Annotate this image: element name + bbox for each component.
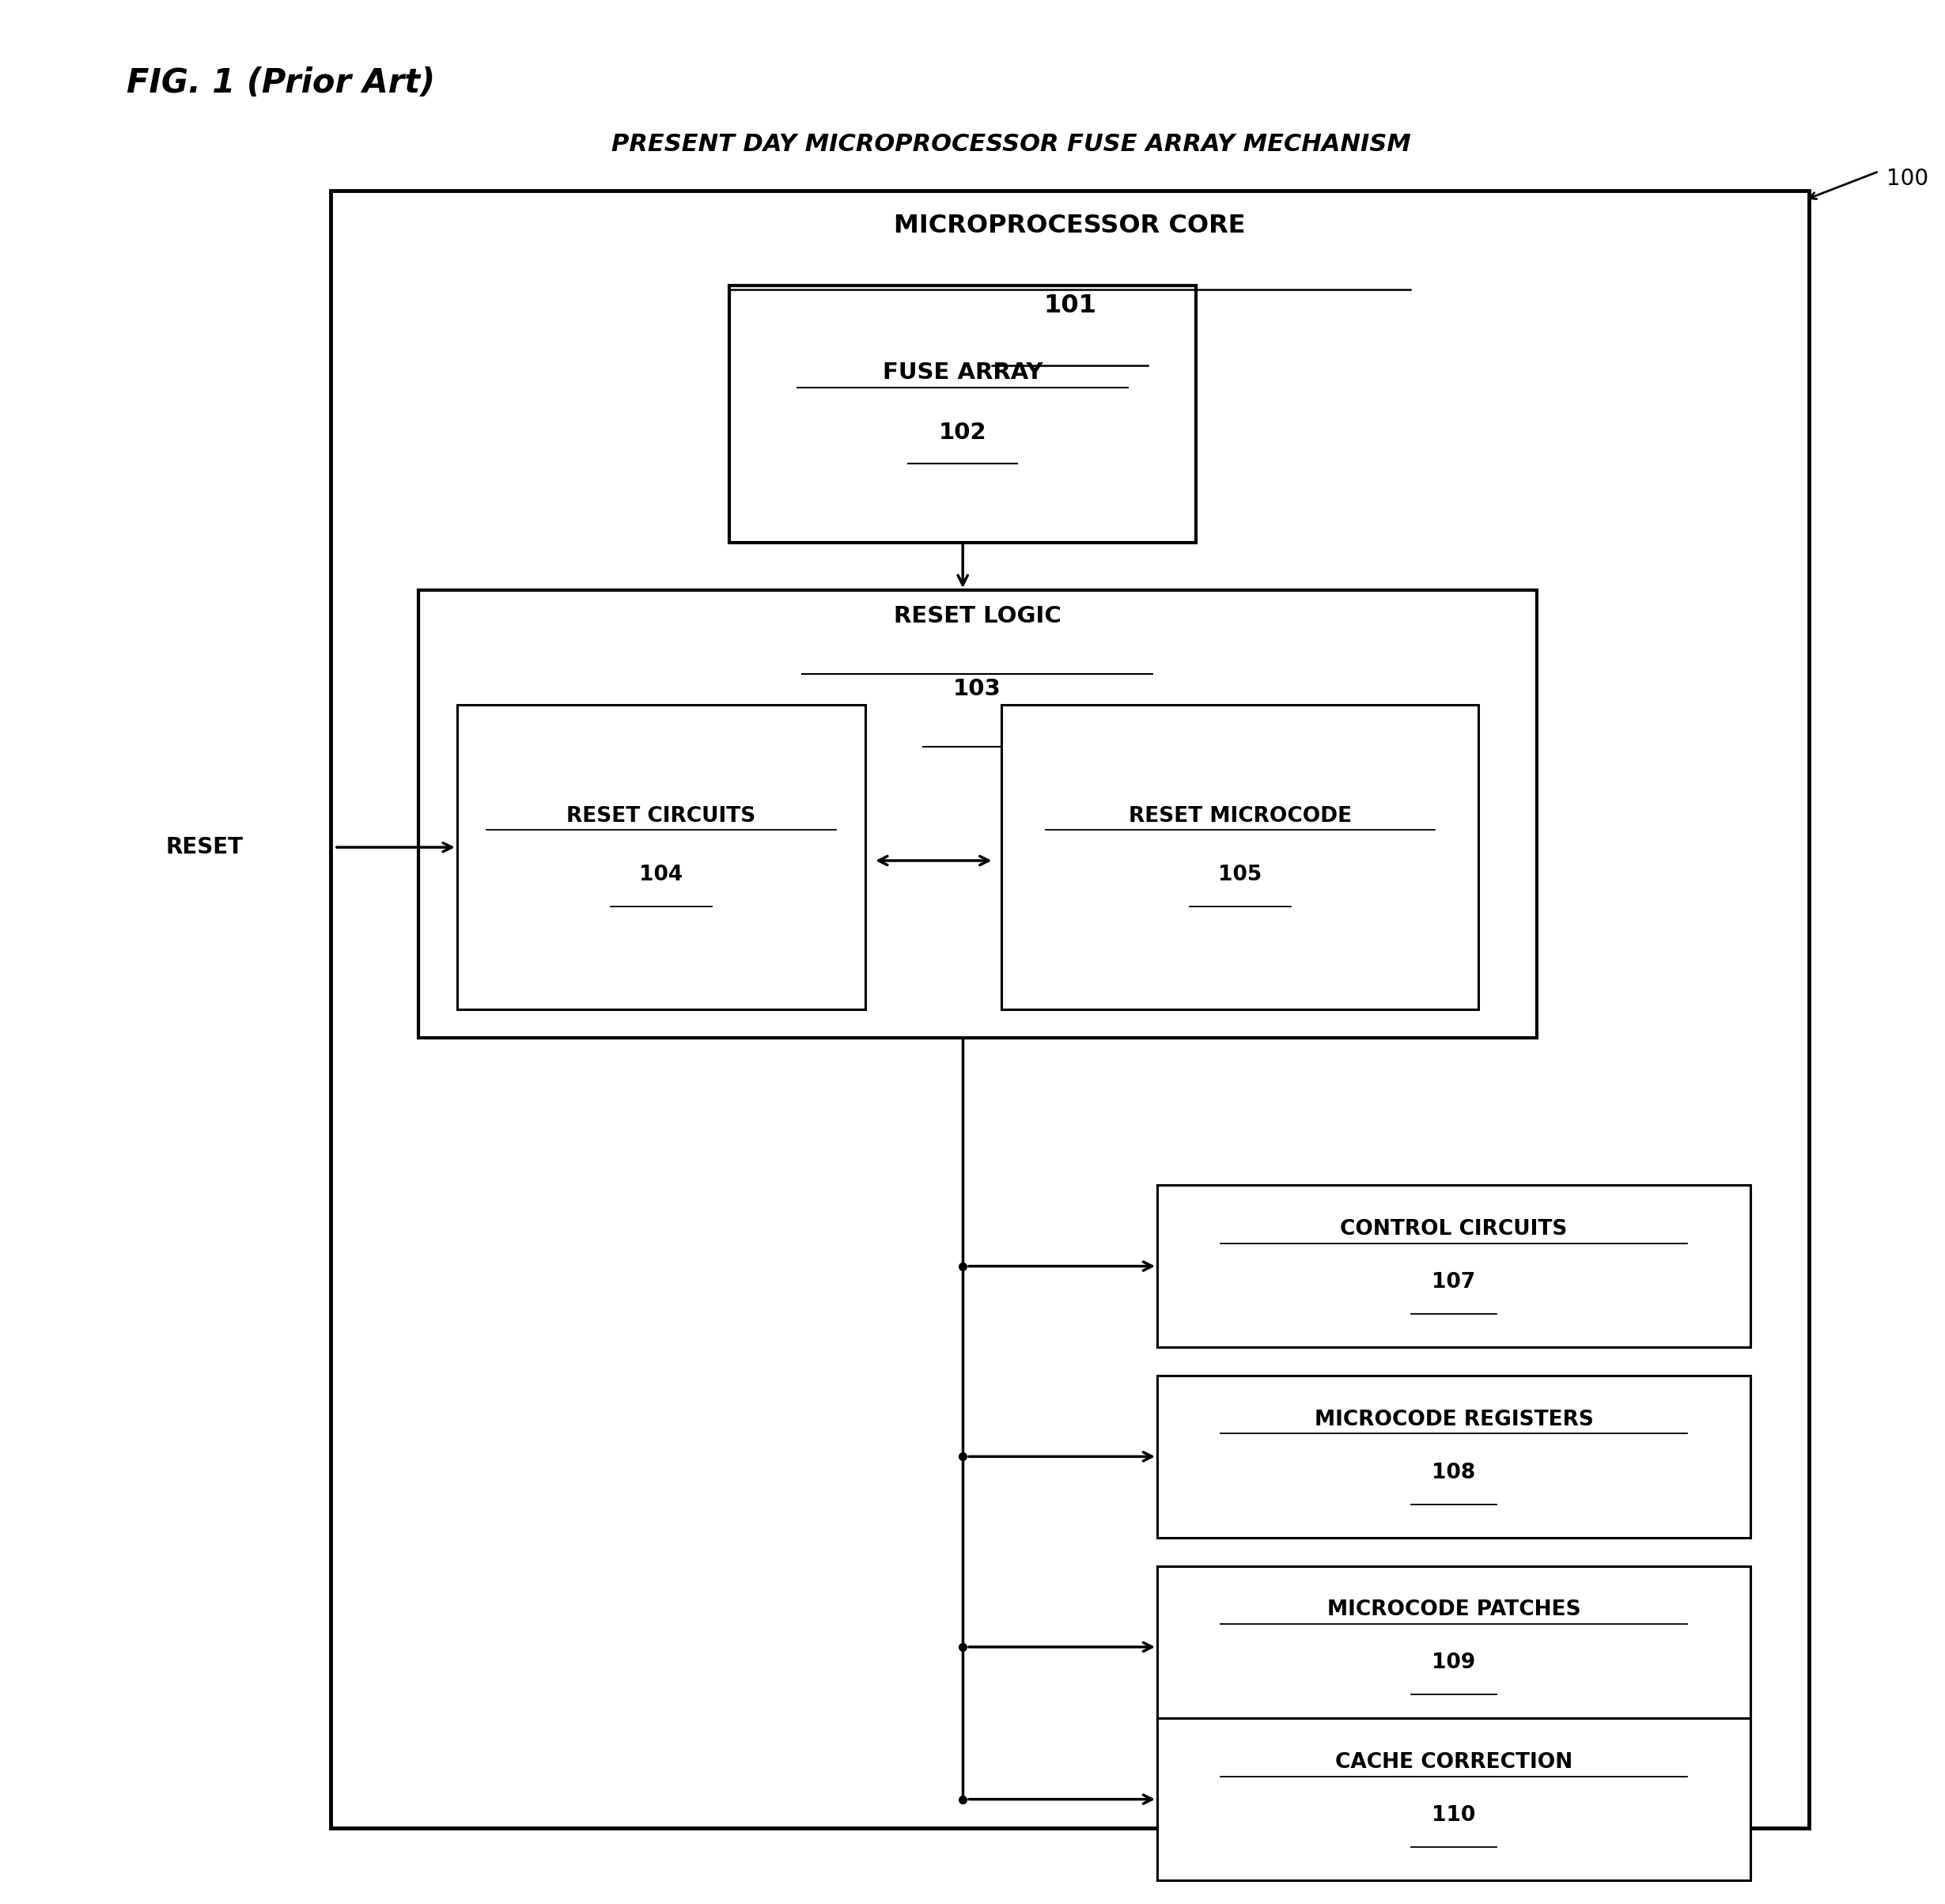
Text: 108: 108 xyxy=(1432,1462,1476,1483)
Text: MICROPROCESSOR CORE: MICROPROCESSOR CORE xyxy=(895,213,1245,238)
Text: 105: 105 xyxy=(1218,864,1262,885)
Text: 107: 107 xyxy=(1432,1272,1476,1293)
Text: RESET: RESET xyxy=(165,836,243,859)
Text: FIG. 1 (Prior Art): FIG. 1 (Prior Art) xyxy=(126,67,436,99)
Text: RESET LOGIC: RESET LOGIC xyxy=(893,605,1062,628)
Text: 104: 104 xyxy=(640,864,683,885)
Text: RESET MICROCODE: RESET MICROCODE xyxy=(1128,805,1352,826)
Bar xyxy=(1157,1184,1751,1348)
Text: 109: 109 xyxy=(1432,1653,1476,1674)
Bar xyxy=(1157,1375,1751,1538)
Text: 101: 101 xyxy=(1043,293,1097,318)
Text: MICROCODE REGISTERS: MICROCODE REGISTERS xyxy=(1315,1409,1593,1430)
Bar xyxy=(1157,1565,1751,1729)
Text: 110: 110 xyxy=(1432,1805,1476,1826)
Text: PRESENT DAY MICROPROCESSOR FUSE ARRAY MECHANISM: PRESENT DAY MICROPROCESSOR FUSE ARRAY ME… xyxy=(611,133,1412,156)
Bar xyxy=(729,286,1196,543)
Text: 100: 100 xyxy=(1887,168,1929,190)
Text: CACHE CORRECTION: CACHE CORRECTION xyxy=(1334,1752,1574,1773)
Bar xyxy=(1157,1717,1751,1881)
Text: 102: 102 xyxy=(939,423,986,444)
Text: MICROCODE PATCHES: MICROCODE PATCHES xyxy=(1326,1599,1581,1620)
Bar xyxy=(1002,704,1478,1009)
Text: 103: 103 xyxy=(953,678,1002,701)
Bar xyxy=(331,190,1809,1828)
Bar xyxy=(418,590,1537,1038)
Text: FUSE ARRAY: FUSE ARRAY xyxy=(883,362,1043,385)
Bar xyxy=(457,704,866,1009)
Text: CONTROL CIRCUITS: CONTROL CIRCUITS xyxy=(1340,1219,1568,1240)
Text: RESET CIRCUITS: RESET CIRCUITS xyxy=(566,805,757,826)
